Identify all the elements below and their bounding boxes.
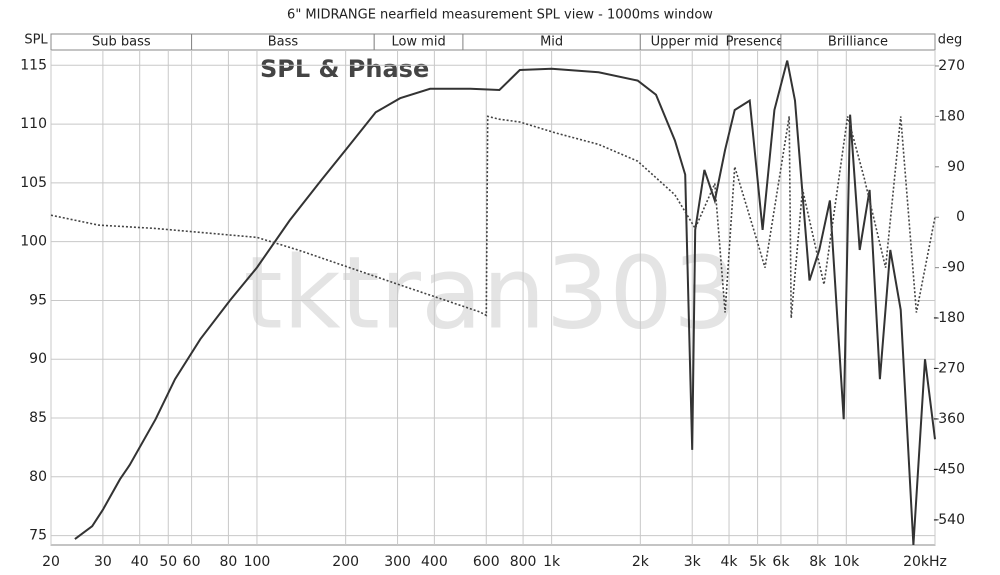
x-tick-label: 20: [42, 554, 60, 570]
y2-tick-label: -90: [942, 260, 965, 276]
x-tick-label: 400: [421, 554, 448, 570]
y-axis-label: SPL: [24, 33, 48, 48]
annotation: SPL & Phase: [260, 55, 429, 83]
y2-tick-label: 180: [938, 108, 965, 124]
x-tick-label: 10k: [833, 554, 860, 570]
y2-axis-label: deg: [938, 33, 963, 48]
band-label: Presence: [726, 35, 785, 50]
y2-tick-label: -180: [933, 310, 965, 326]
x-tick-label: 50: [159, 554, 177, 570]
x-tick-label: 6k: [772, 554, 790, 570]
chart-title: 6" MIDRANGE nearfield measurement SPL vi…: [287, 8, 713, 23]
x-tick-label: 3k: [684, 554, 702, 570]
x-tick-label: 4k: [721, 554, 739, 570]
band-label: Upper mid: [651, 35, 719, 50]
x-tick-label: 8k: [809, 554, 827, 570]
y2-tick-label: -360: [933, 411, 965, 427]
x-tick-label: 80: [219, 554, 237, 570]
y-tick-label: 105: [20, 175, 47, 191]
x-tick-label: 300: [384, 554, 411, 570]
band-label: Mid: [540, 35, 563, 50]
x-tick-label: 600: [473, 554, 500, 570]
y2-tick-label: -450: [933, 461, 965, 477]
y2-tick-label: 270: [938, 58, 965, 74]
x-tick-label: 200: [332, 554, 359, 570]
series-line: [74, 60, 936, 546]
x-tick-label: 100: [244, 554, 271, 570]
y-tick-label: 90: [29, 351, 47, 367]
band-label: Brilliance: [828, 35, 888, 50]
x-tick-label: 60: [183, 554, 201, 570]
series-line: [50, 115, 936, 319]
y-tick-label: 95: [29, 292, 47, 308]
y2-tick-label: 90: [947, 159, 965, 175]
y-tick-label: 75: [29, 528, 47, 544]
x-tick-label: 1k: [543, 554, 561, 570]
x-tick-label: 30: [94, 554, 112, 570]
y2-tick-label: -270: [933, 361, 965, 377]
band-label: Low mid: [391, 35, 445, 50]
band-cell: [780, 33, 936, 51]
y-tick-label: 85: [29, 410, 47, 426]
y-tick-label: 115: [20, 57, 47, 73]
watermark: tktran303: [244, 234, 737, 351]
x-tick-label: 40: [131, 554, 149, 570]
band-label: Bass: [268, 35, 299, 50]
y2-tick-label: -540: [933, 512, 965, 528]
band-label: Sub bass: [92, 35, 151, 50]
x-tick-label: 2k: [632, 554, 650, 570]
x-tick-label: 5k: [749, 554, 767, 570]
y-tick-label: 100: [20, 234, 47, 250]
x-tick-label: 20kHz: [903, 554, 947, 570]
y2-tick-label: 0: [956, 209, 965, 225]
x-tick-label: 800: [510, 554, 537, 570]
y-tick-label: 110: [20, 116, 47, 132]
y-tick-label: 80: [29, 469, 47, 485]
